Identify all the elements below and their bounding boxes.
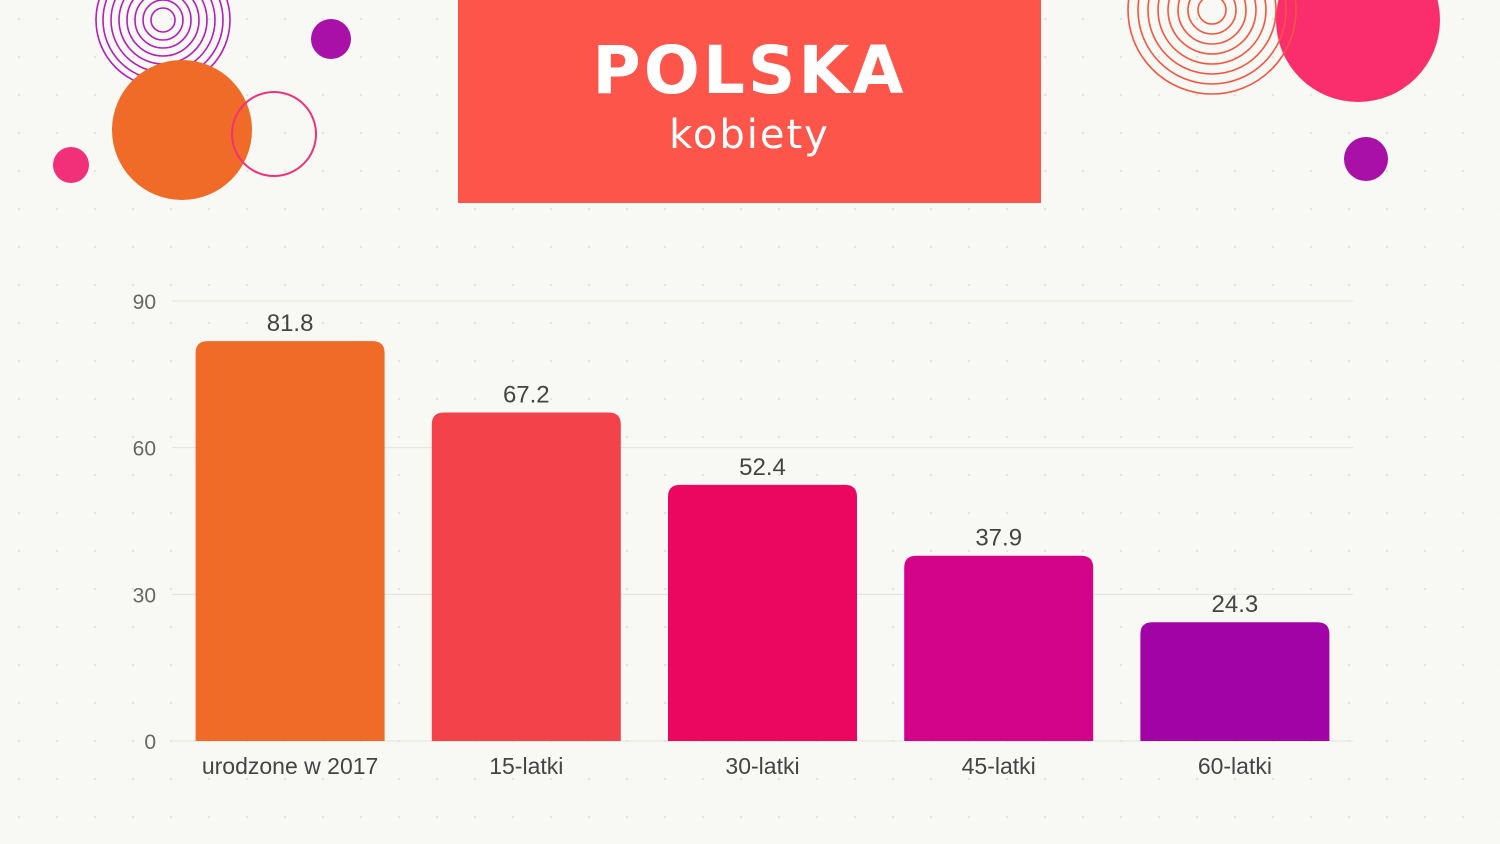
y-tick-label: 0 xyxy=(144,731,156,754)
orange-blob xyxy=(112,60,252,200)
bar xyxy=(904,555,1094,741)
data-label: 24.3 xyxy=(1212,591,1259,618)
purple-dot-right xyxy=(1344,137,1388,181)
header-box: POLSKA kobiety xyxy=(458,0,1041,203)
x-tick-label: 30-latki xyxy=(725,753,799,779)
x-tick-label: urodzone w 2017 xyxy=(202,753,378,779)
magenta-dot xyxy=(53,147,89,183)
bar xyxy=(1140,622,1330,741)
data-label: 52.4 xyxy=(739,454,786,481)
pink-ring xyxy=(231,91,317,177)
page-subtitle: kobiety xyxy=(669,112,830,158)
y-tick-label: 60 xyxy=(133,438,156,461)
purple-dot xyxy=(311,19,351,59)
page-title: POLSKA xyxy=(592,32,907,109)
swirl-coral-icon xyxy=(1127,0,1297,95)
data-label: 37.9 xyxy=(975,525,1022,552)
x-tick-label: 45-latki xyxy=(962,753,1036,779)
bar xyxy=(195,341,385,741)
bar xyxy=(668,484,857,741)
y-tick-label: 90 xyxy=(133,291,156,314)
x-tick-label: 15-latki xyxy=(489,753,563,779)
data-label: 67.2 xyxy=(503,381,550,408)
y-tick-label: 30 xyxy=(133,584,156,607)
bar xyxy=(431,412,621,741)
x-tick-label: 60-latki xyxy=(1198,753,1272,779)
data-label: 81.8 xyxy=(267,310,314,337)
pink-blob xyxy=(1276,0,1440,102)
